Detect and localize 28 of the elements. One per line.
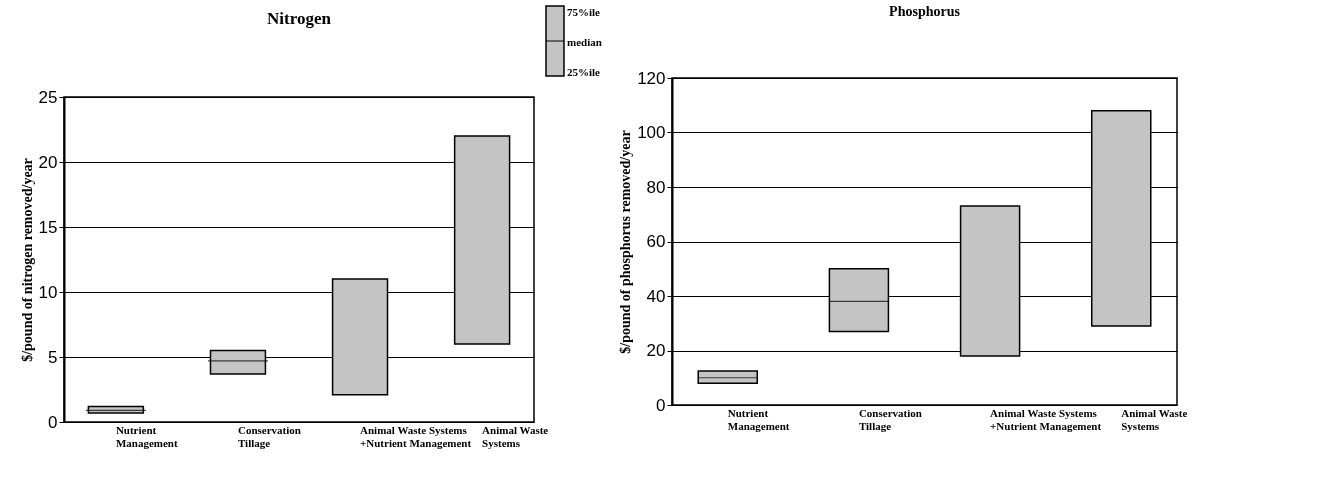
y-tick-label: 20 — [38, 152, 58, 172]
text: 75%ile — [567, 6, 601, 18]
y-axis-title: $/pound of nitrogen removed/year — [19, 158, 35, 362]
x-tick-label: Animal Waste Systems — [482, 423, 549, 449]
y-tick-label: 10 — [38, 282, 58, 302]
text: median — [567, 36, 602, 48]
x-tick-label: Conservation Tillage — [237, 423, 301, 449]
y-tick-label: 40 — [646, 286, 666, 306]
y-tick-label: 100 — [637, 123, 666, 142]
x-tick-label: Nutrient Management — [115, 423, 178, 449]
y-tick-label: 120 — [637, 68, 666, 88]
x-tick-label: Animal Waste Systems +Nutrient Management — [360, 423, 472, 449]
y-tick-label: 0 — [656, 395, 666, 415]
text: 25%ile — [567, 66, 601, 78]
y-tick-label: 80 — [646, 177, 666, 197]
y-tick-label: 20 — [646, 341, 666, 360]
x-tick-label: Animal Waste Systems — [1121, 406, 1188, 432]
chart-title: Phosphorus — [889, 4, 961, 19]
y-tick-label: 5 — [48, 347, 58, 367]
x-tick-label: Conservation Tillage — [858, 406, 922, 432]
y-tick-label: 25 — [38, 87, 58, 107]
y-tick-label: 0 — [48, 412, 58, 432]
y-tick-label: 60 — [646, 232, 666, 251]
x-tick-label: Nutrient Management — [727, 406, 790, 432]
chart-title: Nitrogen — [267, 9, 332, 28]
y-tick-label: 15 — [38, 217, 58, 237]
x-tick-label: Animal Waste Systems +Nutrient Management — [990, 406, 1102, 432]
y-axis-title: $/pound of phosphorus removed/year — [618, 130, 634, 354]
